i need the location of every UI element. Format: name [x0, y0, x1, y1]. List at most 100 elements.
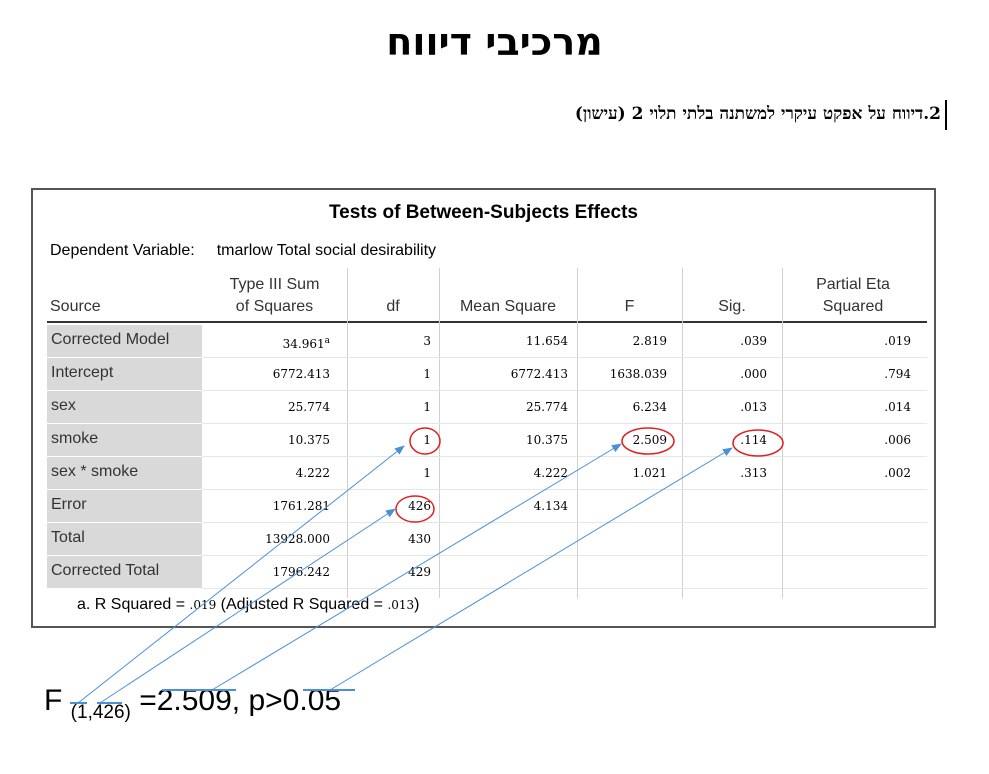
- footnote-r2: .019: [189, 598, 217, 612]
- row-label: Corrected Model: [47, 325, 202, 358]
- cell-eta-value: .019: [884, 334, 911, 348]
- cell-eta-value: .014: [884, 400, 911, 414]
- cell-df: 430: [351, 523, 431, 556]
- cell-df: 429: [351, 556, 431, 589]
- table-footnote: a. R Squared = .019 (Adjusted R Squared …: [77, 596, 420, 614]
- cell-ss: 1761.281: [210, 490, 330, 523]
- cell-ms-value: 6772.413: [510, 367, 568, 381]
- cell-ss-value: 10.375: [288, 433, 330, 447]
- col-header-eta-line2: Squared: [822, 298, 884, 315]
- cell-f: 2.509: [567, 424, 667, 457]
- cell-df: 1: [351, 424, 431, 457]
- cell-ss: 1796.242: [210, 556, 330, 589]
- col-header-eta: Partial Eta Squared: [782, 274, 924, 318]
- cell-f-value: 1.021: [632, 466, 667, 480]
- row-label: Corrected Total: [47, 556, 202, 589]
- row-label: Intercept: [47, 358, 202, 391]
- cell-sig-value: .313: [740, 466, 767, 480]
- row-divider: [202, 390, 927, 391]
- cell-ms-value: 25.774: [526, 400, 568, 414]
- cell-eta-value: .006: [884, 433, 911, 447]
- formula-df: (1,426): [70, 702, 131, 723]
- cell-f: 1.021: [567, 457, 667, 490]
- slide-subtitle: 2.דיווח על אפקט עיקרי למשתנה בלתי תלוי 2…: [574, 104, 941, 124]
- cell-eta: .014: [791, 391, 911, 424]
- col-divider: [347, 268, 348, 598]
- cell-ss-value: 6772.413: [272, 367, 330, 381]
- cell-ms-value: 4.134: [533, 499, 568, 513]
- apa-report-formula: F (1,426) =2.509, p>0.05: [44, 684, 341, 724]
- cell-df-value: 1: [423, 433, 431, 447]
- cell-df: 3: [351, 325, 431, 358]
- cell-df-value: 1: [423, 400, 431, 414]
- col-divider: [682, 268, 683, 598]
- cell-df: 1: [351, 457, 431, 490]
- col-header-f: F: [624, 298, 635, 315]
- row-label: Error: [47, 490, 202, 523]
- cell-ss: 13928.000: [210, 523, 330, 556]
- footnote-adj: .013: [387, 598, 415, 612]
- cell-eta-value: .002: [884, 466, 911, 480]
- cell-ss-value: 1796.242: [272, 565, 330, 579]
- cell-ms-value: 11.654: [526, 334, 568, 348]
- cell-sig-value: .013: [740, 400, 767, 414]
- cell-sig: .114: [677, 424, 767, 457]
- cell-f: 6.234: [567, 391, 667, 424]
- cell-ms: 25.774: [448, 391, 568, 424]
- cell-ss-value: 1761.281: [272, 499, 330, 513]
- cell-eta-value: .794: [884, 367, 911, 381]
- text-cursor: [945, 100, 947, 130]
- cell-f: [567, 523, 667, 556]
- cell-sig-value: .000: [740, 367, 767, 381]
- formula-rest: =2.509, p>0.05: [130, 684, 342, 717]
- row-label: Total: [47, 523, 202, 556]
- cell-ms: 6772.413: [448, 358, 568, 391]
- dependent-variable-value: tmarlow Total social desirability: [216, 242, 437, 259]
- cell-ms: 11.654: [448, 325, 568, 358]
- col-header-df: df: [386, 298, 400, 315]
- cell-f-value: 2.819: [632, 334, 667, 348]
- col-header-ss-line2: of Squares: [235, 298, 314, 315]
- cell-ss-value: 25.774: [288, 400, 330, 414]
- cell-ss-value: 34.961: [282, 337, 325, 351]
- cell-df-value: 1: [423, 466, 431, 480]
- table-title: Tests of Between-Subjects Effects: [328, 202, 638, 223]
- cell-sig: [677, 556, 767, 589]
- cell-df: 426: [351, 490, 431, 523]
- col-header-source: Source: [50, 298, 101, 315]
- cell-df-value: 426: [408, 499, 431, 513]
- cell-eta: [791, 556, 911, 589]
- cell-ss: 6772.413: [210, 358, 330, 391]
- footnote-mid: (Adjusted R Squared =: [216, 596, 388, 613]
- cell-ms: 4.222: [448, 457, 568, 490]
- cell-f: [567, 490, 667, 523]
- cell-ss-value: 13928.000: [265, 532, 330, 546]
- cell-eta: .002: [791, 457, 911, 490]
- cell-ss: 25.774: [210, 391, 330, 424]
- dependent-variable: Dependent Variable: tmarlow Total social …: [50, 242, 436, 260]
- row-label: smoke: [47, 424, 202, 457]
- col-divider: [577, 268, 578, 598]
- cell-ms-value: 10.375: [526, 433, 568, 447]
- cell-ss: 4.222: [210, 457, 330, 490]
- cell-ms: [448, 523, 568, 556]
- slide-title: מרכיבי דיווח: [386, 20, 603, 64]
- cell-sig: .000: [677, 358, 767, 391]
- cell-sig: [677, 523, 767, 556]
- cell-f-value: 2.509: [632, 433, 667, 447]
- spss-output-table: Tests of Between-Subjects Effects Depend…: [31, 188, 936, 628]
- row-label: sex * smoke: [47, 457, 202, 490]
- col-header-sig: Sig.: [718, 298, 746, 315]
- cell-f-value: 6.234: [632, 400, 667, 414]
- cell-sig: .313: [677, 457, 767, 490]
- col-divider: [782, 268, 783, 598]
- cell-df-value: 3: [423, 334, 431, 348]
- cell-sig-value: .114: [740, 433, 767, 447]
- col-header-ss: Type III Sum of Squares: [202, 274, 347, 318]
- row-divider: [202, 357, 927, 358]
- cell-eta: [791, 490, 911, 523]
- cell-ms-value: 4.222: [533, 466, 568, 480]
- formula-f: F: [44, 684, 71, 717]
- cell-sig: .039: [677, 325, 767, 358]
- cell-eta: .794: [791, 358, 911, 391]
